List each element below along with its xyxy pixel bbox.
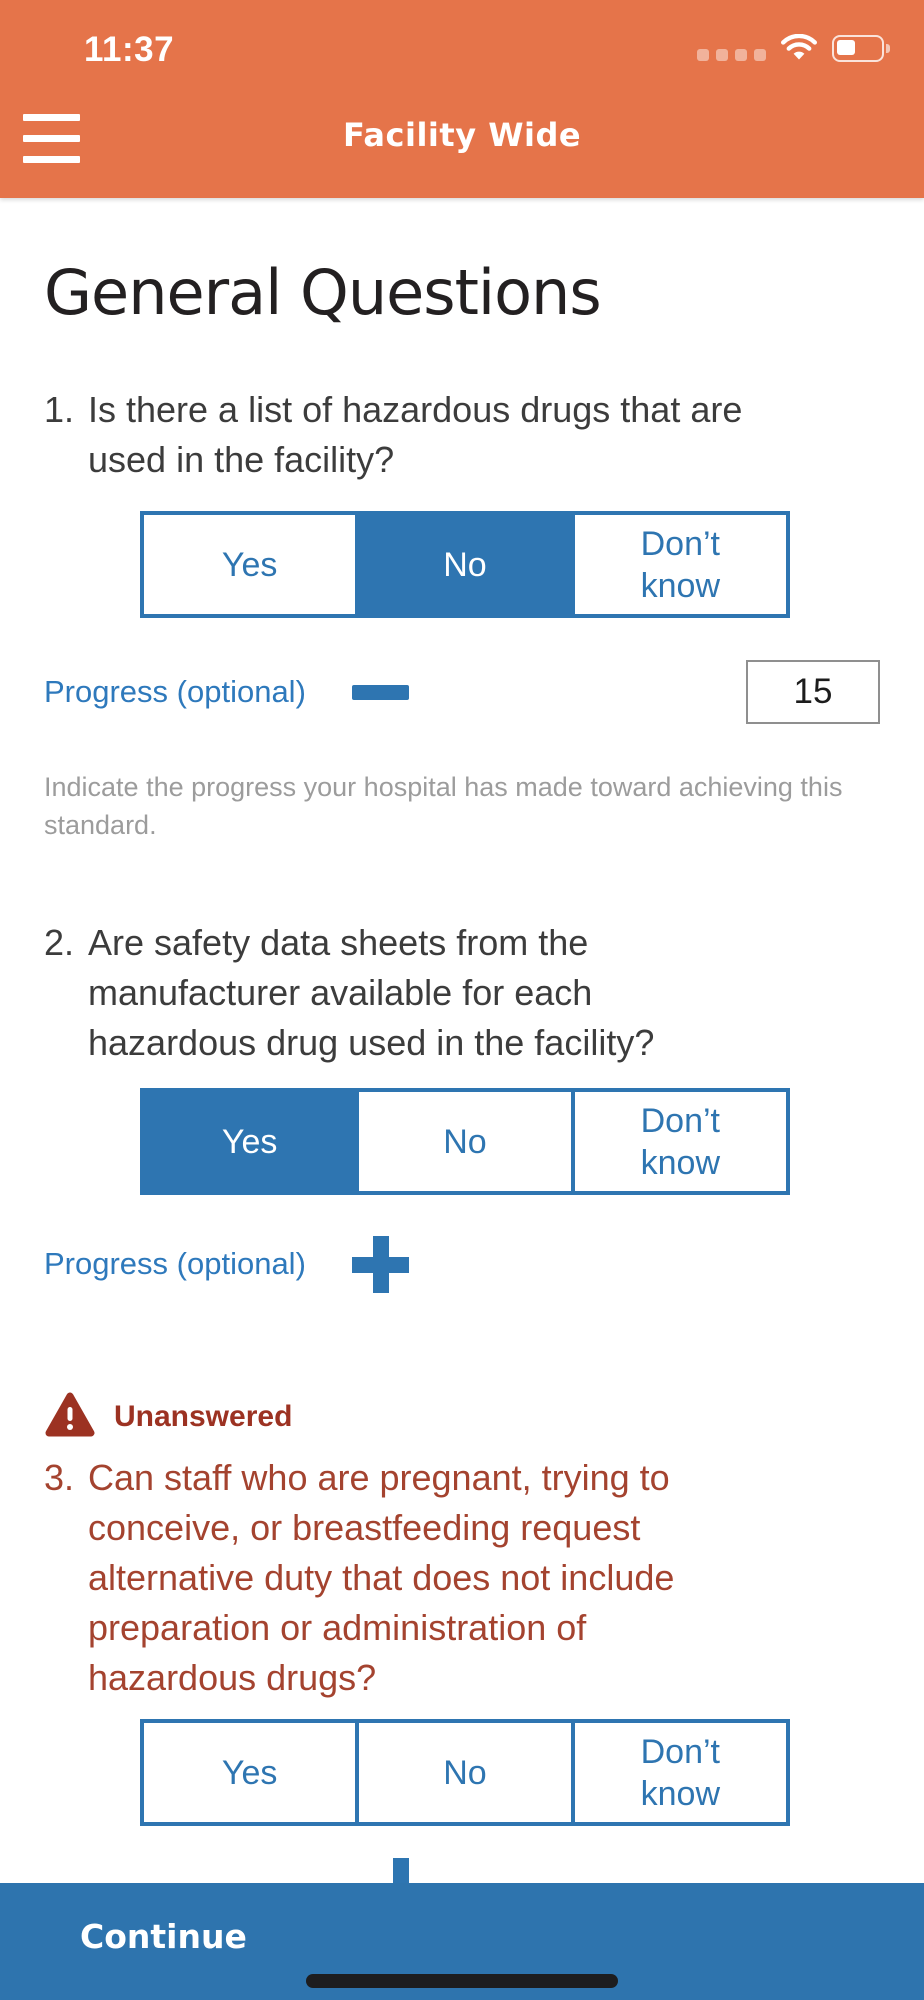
unanswered-label: Unanswered	[114, 1400, 293, 1433]
question-number: 1.	[44, 389, 75, 430]
page-header-title: Facility Wide	[342, 116, 582, 154]
page-title: General Questions	[44, 256, 602, 329]
progress-value-input[interactable]: 15	[746, 660, 880, 724]
collapse-progress-icon[interactable]	[351, 684, 409, 700]
option-yes-button[interactable]: Yes	[144, 1092, 356, 1191]
status-time: 11:37	[84, 30, 175, 69]
home-indicator[interactable]	[306, 1974, 618, 1988]
continue-button[interactable]: Continue	[80, 1917, 247, 1956]
app-header: 11:37 Faci	[0, 0, 924, 198]
question-text: Is there a list of hazardous drugs that …	[88, 389, 743, 480]
question-text: Are safety data sheets from the manufact…	[88, 922, 655, 1063]
question-number: 3.	[44, 1457, 75, 1498]
question-text: Can staff who are pregnant, trying to co…	[88, 1457, 675, 1698]
option-dont-know-button[interactable]: Don’t know	[570, 1723, 786, 1822]
question-2: 2. Are safety data sheets from the manuf…	[44, 918, 880, 1068]
option-no-button[interactable]: No	[355, 515, 571, 614]
question-1: 1. Is there a list of hazardous drugs th…	[44, 385, 880, 485]
question-1-progress-row: Progress (optional) 15	[44, 660, 880, 724]
continue-bar[interactable]: Continue	[0, 1883, 924, 2000]
progress-label: Progress (optional)	[44, 674, 306, 709]
option-dont-know-button[interactable]: Don’t know	[570, 515, 786, 614]
unanswered-warning: Unanswered	[44, 1391, 880, 1443]
progress-helper-text: Indicate the progress your hospital has …	[44, 772, 843, 840]
option-yes-button[interactable]: Yes	[144, 1723, 356, 1822]
warning-triangle-icon	[44, 1391, 96, 1443]
question-3: 3. Can staff who are pregnant, trying to…	[44, 1453, 880, 1703]
menu-icon[interactable]	[23, 114, 80, 166]
status-bar: 11:37	[0, 26, 924, 70]
question-3-options: Yes No Don’t know	[140, 1719, 790, 1826]
question-number: 2.	[44, 922, 75, 963]
signal-icon	[697, 49, 766, 61]
wifi-icon	[780, 34, 818, 62]
progress-label: Progress (optional)	[44, 1246, 306, 1281]
option-no-button[interactable]: No	[355, 1092, 571, 1191]
option-yes-button[interactable]: Yes	[144, 515, 356, 614]
expand-progress-icon[interactable]	[351, 1235, 409, 1293]
question-2-progress-row: Progress (optional)	[44, 1235, 880, 1293]
option-dont-know-button[interactable]: Don’t know	[570, 1092, 786, 1191]
main-content: General Questions 1. Is there a list of …	[0, 198, 924, 1898]
option-no-button[interactable]: No	[355, 1723, 571, 1822]
status-icons	[697, 34, 890, 62]
battery-icon	[832, 34, 890, 62]
nav-bar: Facility Wide	[0, 100, 924, 180]
question-1-options: Yes No Don’t know	[140, 511, 790, 618]
question-2-options: Yes No Don’t know	[140, 1088, 790, 1195]
